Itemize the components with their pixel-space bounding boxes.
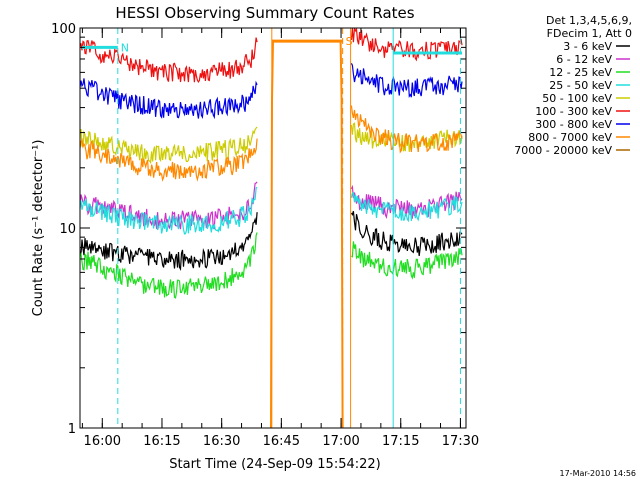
legend-label-100-300-kev: 100 - 300 keV: [535, 105, 612, 118]
series-line-300-800-kev-seg-1: [79, 78, 258, 120]
flag-label-n: N: [121, 41, 129, 54]
legend-label-7000-20000-kev: 7000 - 20000 keV: [514, 144, 612, 157]
series-line-25-50-kev-seg-2: [350, 191, 463, 223]
series-line-25-50-kev-seg-1: [79, 186, 258, 235]
series-line-800-7000-kev-seg-1: [79, 137, 258, 182]
series-line-300-800-kev-seg-2: [350, 63, 463, 99]
legend-label-25-50-kev: 25 - 50 keV: [549, 79, 612, 92]
chart-title: HESSI Observing Summary Count Rates: [115, 4, 414, 22]
legend-label-50-100-kev: 50 - 100 keV: [542, 92, 612, 105]
y-tick-label: 100: [51, 22, 76, 37]
legend-header-line-2: FDecim 1, Att 0: [547, 27, 632, 40]
y-axis-label: Count Rate (s⁻¹ detector⁻¹): [31, 140, 46, 317]
flag-label-s: S: [346, 35, 353, 48]
tick-layer: 16:00 16:15 16:30 16:45 17:00 17:15 17:30 1 10 10…: [51, 22, 479, 449]
series-line-100-300-kev-seg-1: [79, 37, 258, 84]
series-line-12-25-kev-seg-2: [351, 241, 463, 280]
series-line-800-7000-kev-seg-2: [270, 40, 344, 429]
legend: Det 1,3,4,5,6,9, FDecim 1, Att 0 3 - 6 k…: [514, 14, 632, 157]
x-tick-label: 17:15: [382, 434, 419, 449]
y-tick-label: 1: [68, 422, 76, 437]
x-tick-label: 16:45: [263, 434, 300, 449]
legend-label-300-800-kev: 300 - 800 keV: [535, 118, 612, 131]
y-tick-label: 10: [59, 222, 76, 237]
x-tick-label: 16:15: [143, 434, 180, 449]
series-layer: [79, 27, 463, 429]
series-line-800-7000-kev-seg-3: [350, 105, 463, 154]
x-tick-label: 16:30: [203, 434, 240, 449]
generation-timestamp: 17-Mar-2010 14:56: [560, 469, 637, 478]
x-axis-label: Start Time (24-Sep-09 15:54:22): [169, 457, 380, 472]
series-line-100-300-kev-seg-2: [350, 27, 463, 62]
series-line-3-6-kev-seg-2: [350, 211, 463, 256]
legend-header-line-1: Det 1,3,4,5,6,9,: [546, 14, 632, 27]
x-tick-label: 17:00: [322, 434, 359, 449]
legend-label-6-12-kev: 6 - 12 keV: [556, 53, 612, 66]
legend-label-800-7000-kev: 800 - 7000 keV: [528, 131, 612, 144]
x-tick-label: 16:00: [84, 434, 121, 449]
x-tick-label: 17:30: [442, 434, 479, 449]
legend-label-3-6-kev: 3 - 6 keV: [563, 40, 612, 53]
legend-label-12-25-kev: 12 - 25 keV: [549, 66, 612, 79]
series-line-3-6-kev-seg-1: [79, 212, 258, 271]
series-line-12-25-kev-seg-1: [79, 232, 258, 299]
